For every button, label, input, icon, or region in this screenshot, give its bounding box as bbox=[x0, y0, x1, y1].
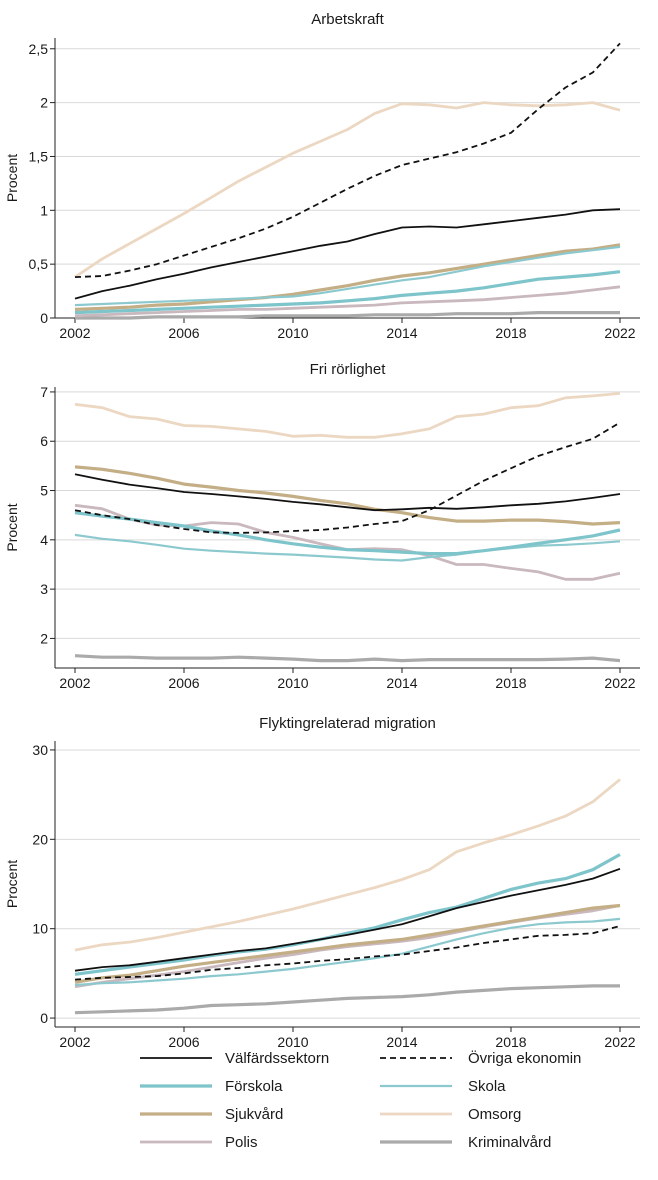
y-tick-label: 7 bbox=[40, 384, 48, 400]
series-line-ovriga bbox=[74, 421, 621, 534]
legend-label-sjukvard: Sjukvård bbox=[225, 1106, 283, 1123]
series-line-kriminal bbox=[74, 984, 620, 1015]
y-tick-label: 0 bbox=[40, 310, 48, 326]
chart-panel-1: Arbetskraft 0 0,5 1 1,5 2 2,5 2002 2006 2010 2014 2… bbox=[4, 11, 640, 341]
series-line-sjukvard bbox=[74, 903, 621, 984]
y-tick-label: 1,5 bbox=[29, 148, 49, 164]
y-tick-label: 0,5 bbox=[29, 256, 49, 272]
x-tick-label: 2022 bbox=[604, 325, 635, 341]
series-line-omsorg bbox=[74, 392, 621, 439]
legend-label-forskola: Förskola bbox=[225, 1078, 283, 1095]
series-line-kriminal bbox=[75, 311, 620, 320]
x-tick-label: 2006 bbox=[168, 675, 199, 691]
x-tick-label: 2014 bbox=[386, 675, 417, 691]
x-tick-label: 2014 bbox=[386, 325, 417, 341]
x-tick-label: 2002 bbox=[59, 325, 90, 341]
y-tick-label: 20 bbox=[32, 831, 48, 847]
y-tick-label: 4 bbox=[40, 532, 48, 548]
series-line-sjukvard bbox=[74, 465, 621, 526]
series-line-valfard bbox=[74, 473, 621, 512]
y-axis-label: Procent bbox=[4, 154, 20, 202]
legend-label-polis: Polis bbox=[225, 1134, 258, 1151]
series-line-valfard bbox=[74, 208, 621, 300]
series-line-skola bbox=[74, 917, 621, 987]
legend-label-omsorg: Omsorg bbox=[468, 1106, 521, 1123]
chart-title: Fri rörlighet bbox=[310, 361, 387, 378]
series-line-polis bbox=[74, 285, 621, 318]
chart-title: Flyktingrelaterad migration bbox=[259, 715, 436, 732]
y-tick-label: 3 bbox=[40, 581, 48, 597]
series-line-ovriga bbox=[74, 925, 621, 981]
y-tick-label: 30 bbox=[32, 742, 48, 758]
x-tick-label: 2022 bbox=[604, 675, 635, 691]
series-line-forskola bbox=[74, 853, 621, 976]
y-tick-label: 2,5 bbox=[29, 41, 49, 57]
series-line-forskola bbox=[74, 511, 621, 556]
x-tick-label: 2010 bbox=[277, 675, 308, 691]
x-tick-label: 2006 bbox=[168, 325, 199, 341]
y-tick-label: 5 bbox=[40, 483, 48, 499]
x-tick-label: 2010 bbox=[277, 325, 308, 341]
chart-title: Arbetskraft bbox=[311, 11, 384, 28]
chart-panel-2: Fri rörlighet 2 3 4 5 6 7 2002 2006 2010 2014 2018 2… bbox=[4, 361, 640, 691]
series-line-skola bbox=[74, 245, 621, 307]
series-line-sjukvard bbox=[74, 243, 621, 311]
x-tick-label: 2006 bbox=[168, 1034, 199, 1050]
chart-panel-3: Flyktingrelaterad migration 0 10 20 30 2002 20… bbox=[4, 715, 640, 1050]
series-line-omsorg bbox=[74, 778, 621, 952]
y-tick-label: 2 bbox=[40, 630, 48, 646]
y-axis-label: Procent bbox=[4, 503, 20, 551]
series-line-valfard bbox=[74, 867, 621, 972]
x-tick-label: 2018 bbox=[495, 675, 526, 691]
x-tick-label: 2018 bbox=[495, 1034, 526, 1050]
y-axis-label: Procent bbox=[4, 860, 20, 908]
legend-label-skola: Skola bbox=[468, 1078, 506, 1095]
legend-label-kriminal: Kriminalvård bbox=[468, 1134, 551, 1151]
y-tick-label: 10 bbox=[32, 921, 48, 937]
x-tick-label: 2010 bbox=[277, 1034, 308, 1050]
series-line-kriminal bbox=[74, 654, 621, 663]
legend-label-valfard: Välfärdssektorn bbox=[225, 1050, 329, 1067]
y-tick-label: 0 bbox=[40, 1010, 48, 1026]
series-line-omsorg bbox=[74, 101, 621, 279]
y-tick-label: 6 bbox=[40, 433, 48, 449]
series-line-forskola bbox=[74, 270, 621, 315]
y-tick-label: 1 bbox=[40, 202, 48, 218]
x-tick-label: 2022 bbox=[604, 1034, 635, 1050]
series-line-ovriga bbox=[74, 42, 621, 278]
x-tick-label: 2002 bbox=[59, 1034, 90, 1050]
y-tick-label: 2 bbox=[40, 95, 48, 111]
legend-label-ovriga: Övriga ekonomin bbox=[468, 1049, 581, 1067]
x-tick-label: 2002 bbox=[59, 675, 90, 691]
legend: Välfärdssektorn Övriga ekonomin Förskola Sk… bbox=[140, 1049, 581, 1151]
x-tick-label: 2014 bbox=[386, 1034, 417, 1050]
series-line-skola bbox=[74, 533, 621, 562]
x-tick-label: 2018 bbox=[495, 325, 526, 341]
